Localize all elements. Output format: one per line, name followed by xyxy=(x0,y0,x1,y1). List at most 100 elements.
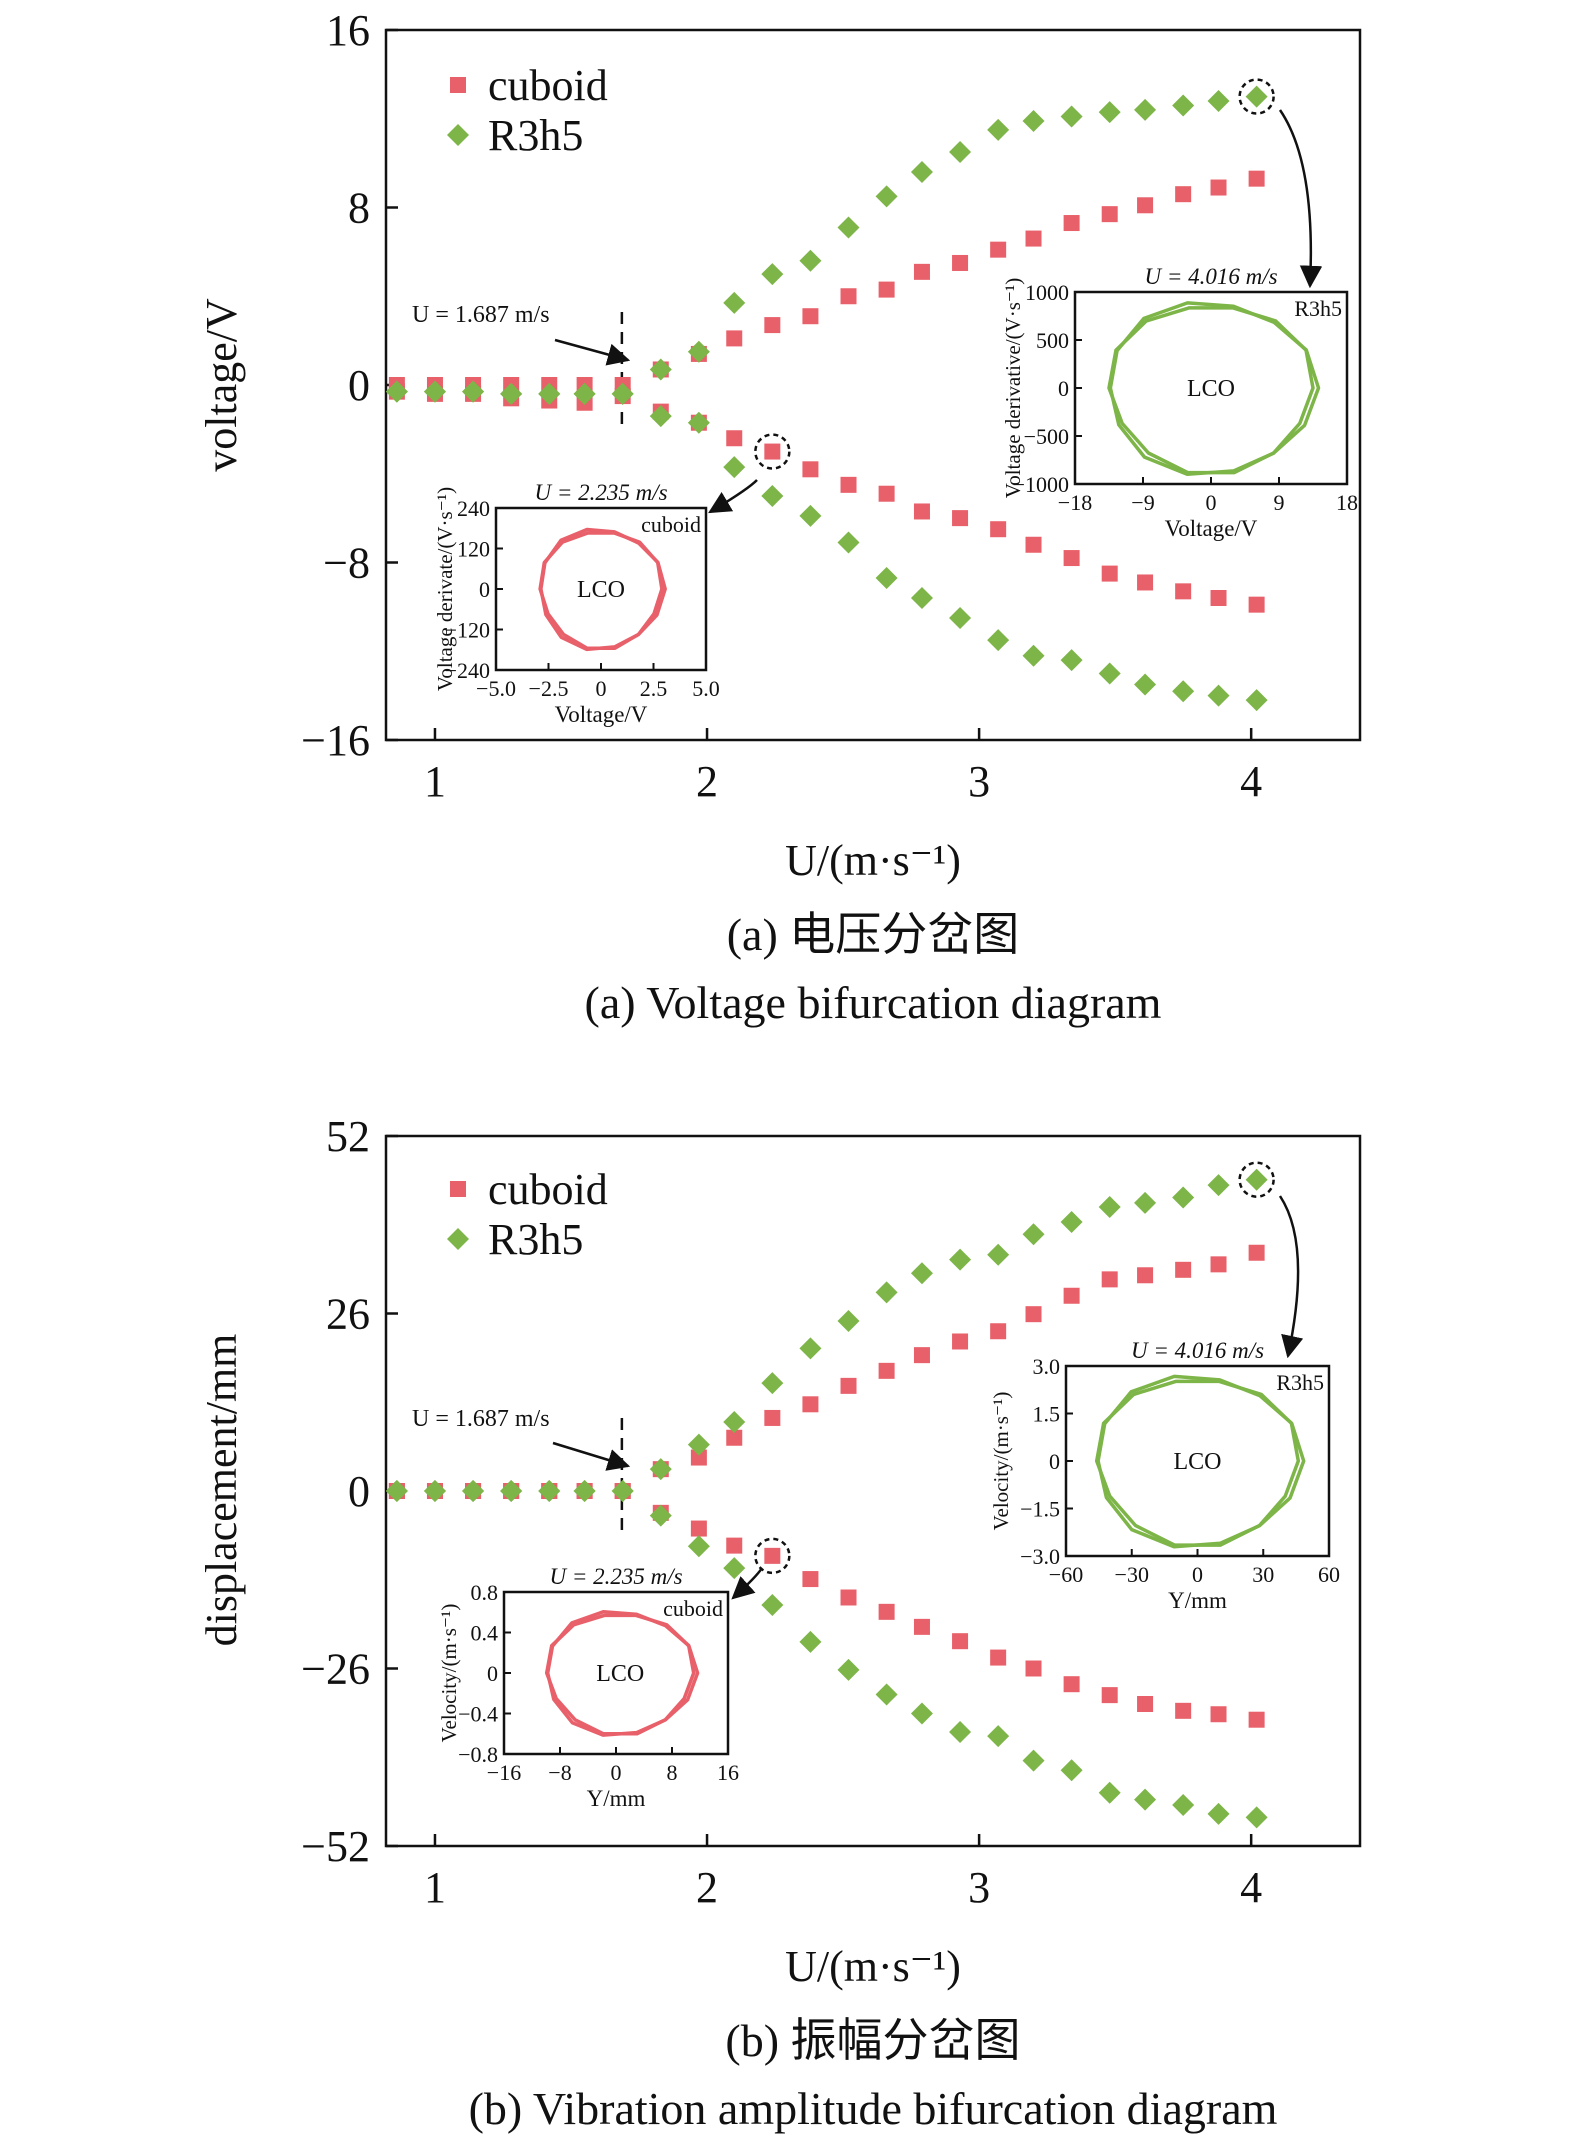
panel-b-displacement-bifurcation: 52 26 0 −26 −52 1 2 3 4 displacement/mm U/(m·s⁻… xyxy=(197,1112,1362,2134)
inset-x-axis-label: Voltage/V xyxy=(1165,516,1258,541)
x-tick-label: 1 xyxy=(424,757,446,806)
point-R3h5-lower xyxy=(611,1480,634,1502)
inset-y-tick-label: 0.4 xyxy=(471,1621,499,1646)
inset-limit-cycle-orbit xyxy=(545,1610,700,1737)
point-R3h5-lower xyxy=(611,382,634,405)
point-cuboid-upper xyxy=(1025,230,1042,247)
onset-arrow xyxy=(554,338,631,366)
point-R3h5-lower xyxy=(837,1658,860,1681)
panel-a-x-axis-label: U/(m·s⁻¹) xyxy=(785,836,961,885)
legend-label-cuboid: cuboid xyxy=(488,1165,608,1214)
point-cuboid-lower xyxy=(1210,1706,1227,1723)
point-cuboid-lower xyxy=(840,1589,857,1606)
panel-a-caption-en: (a) Voltage bifurcation diagram xyxy=(585,977,1162,1028)
inset-y-tick-label: −240 xyxy=(445,658,490,683)
point-R3h5-lower xyxy=(1207,684,1230,707)
point-cuboid-upper xyxy=(913,1347,930,1364)
point-R3h5-lower xyxy=(385,380,408,403)
inset-series-label: cuboid xyxy=(663,1596,723,1621)
inset-x-tick-label: −5.0 xyxy=(476,676,516,701)
inset-connector-arrow xyxy=(708,479,758,514)
point-R3h5-lower xyxy=(573,382,596,405)
point-cuboid-upper xyxy=(1248,1244,1265,1261)
inset-x-tick-label: −2.5 xyxy=(529,676,569,701)
inset-x-axis-label: Y/mm xyxy=(587,1786,646,1811)
inset-y-tick-label: 500 xyxy=(1036,328,1069,353)
point-R3h5-upper xyxy=(875,1281,898,1304)
point-R3h5-lower xyxy=(1134,1788,1157,1811)
point-cuboid-upper xyxy=(1063,215,1080,232)
x-tick-label: 4 xyxy=(1240,757,1262,806)
point-R3h5-lower xyxy=(1207,1802,1230,1825)
point-cuboid-upper xyxy=(690,1449,707,1466)
point-cuboid-lower xyxy=(990,521,1007,538)
point-R3h5-lower xyxy=(1060,649,1083,672)
y-tick-label: −16 xyxy=(301,716,370,765)
point-cuboid-lower xyxy=(1101,1687,1118,1704)
panel-b-y-axis-label: displacement/mm xyxy=(197,1334,246,1647)
point-R3h5-upper xyxy=(1245,1168,1268,1191)
point-R3h5-upper xyxy=(1172,1186,1195,1209)
point-R3h5-lower xyxy=(462,1480,485,1502)
inset-x-tick-label: −9 xyxy=(1131,490,1154,515)
point-cuboid-lower xyxy=(802,1571,819,1588)
inset-y-tick-label: −1000 xyxy=(1013,472,1069,497)
x-tick-label: 3 xyxy=(968,757,990,806)
inset-x-tick-label: 2.5 xyxy=(640,676,668,701)
inset-y-tick-label: −0.4 xyxy=(458,1702,498,1727)
inset-x-axis-label: Y/mm xyxy=(1168,1588,1227,1613)
point-R3h5-upper xyxy=(1098,1196,1121,1218)
point-R3h5-lower xyxy=(910,587,933,609)
inset-y-tick-label: 240 xyxy=(457,496,490,521)
point-cuboid-upper xyxy=(802,1396,819,1413)
inset-x-tick-label: 8 xyxy=(667,1760,678,1785)
point-cuboid-lower xyxy=(1137,574,1154,591)
inset-y-tick-label: 0 xyxy=(487,1661,498,1686)
point-R3h5-lower xyxy=(799,504,822,527)
point-cuboid-lower xyxy=(1137,1696,1154,1712)
x-tick-label: 2 xyxy=(696,757,718,806)
legend-marker-R3h5 xyxy=(447,1228,469,1250)
point-R3h5-lower xyxy=(1172,680,1195,703)
inset-y-tick-label: −0.8 xyxy=(458,1742,498,1767)
point-R3h5-lower xyxy=(761,484,784,507)
onset-label: U = 1.687 m/s xyxy=(412,302,550,328)
inset-x-tick-label: 5.0 xyxy=(692,676,720,701)
point-cuboid-lower xyxy=(802,461,819,478)
legend-label-cuboid: cuboid xyxy=(488,61,608,110)
y-tick-label: 8 xyxy=(348,184,370,233)
point-cuboid-upper xyxy=(726,1429,743,1446)
point-R3h5-upper xyxy=(723,1411,746,1434)
point-R3h5-upper xyxy=(799,1337,822,1360)
point-R3h5-lower xyxy=(1098,662,1121,685)
point-cuboid-lower xyxy=(1210,590,1227,606)
point-R3h5-lower xyxy=(723,456,746,479)
inset-x-tick-label: −8 xyxy=(548,1760,571,1785)
point-R3h5-lower xyxy=(1022,644,1045,667)
point-cuboid-lower xyxy=(913,1618,930,1635)
point-R3h5-upper xyxy=(1022,1223,1045,1246)
point-cuboid-upper xyxy=(1025,1306,1042,1323)
point-cuboid-lower xyxy=(878,1603,895,1620)
point-R3h5-lower xyxy=(837,531,860,554)
legend-label-R3h5: R3h5 xyxy=(488,111,583,160)
point-R3h5-lower xyxy=(987,629,1010,652)
point-cuboid-lower xyxy=(1248,596,1265,613)
panel-b-inset-cuboid: 0.8 0.4 0 −0.4 −0.8−16 −8 0 8 16 Y/mm Velocity/(m·… xyxy=(437,1537,791,1811)
point-R3h5-lower xyxy=(1022,1749,1045,1772)
point-cuboid-lower xyxy=(764,1547,781,1564)
inset-y-tick-label: 1000 xyxy=(1025,280,1069,305)
inset-lco-label: LCO xyxy=(596,1661,644,1687)
inset-title: U = 4.016 m/s xyxy=(1144,264,1277,289)
point-cuboid-upper xyxy=(726,330,743,347)
point-R3h5-lower xyxy=(385,1480,408,1502)
inset-x-tick-label: 0 xyxy=(596,676,607,701)
point-R3h5-upper xyxy=(949,141,972,164)
point-R3h5-upper xyxy=(723,291,746,314)
panel-b-caption-en: (b) Vibration amplitude bifurcation diag… xyxy=(469,2083,1278,2134)
point-cuboid-upper xyxy=(1175,186,1192,203)
inset-title: U = 2.235 m/s xyxy=(549,1564,682,1589)
point-R3h5-upper xyxy=(687,1433,710,1456)
y-tick-label: 52 xyxy=(326,1112,370,1161)
